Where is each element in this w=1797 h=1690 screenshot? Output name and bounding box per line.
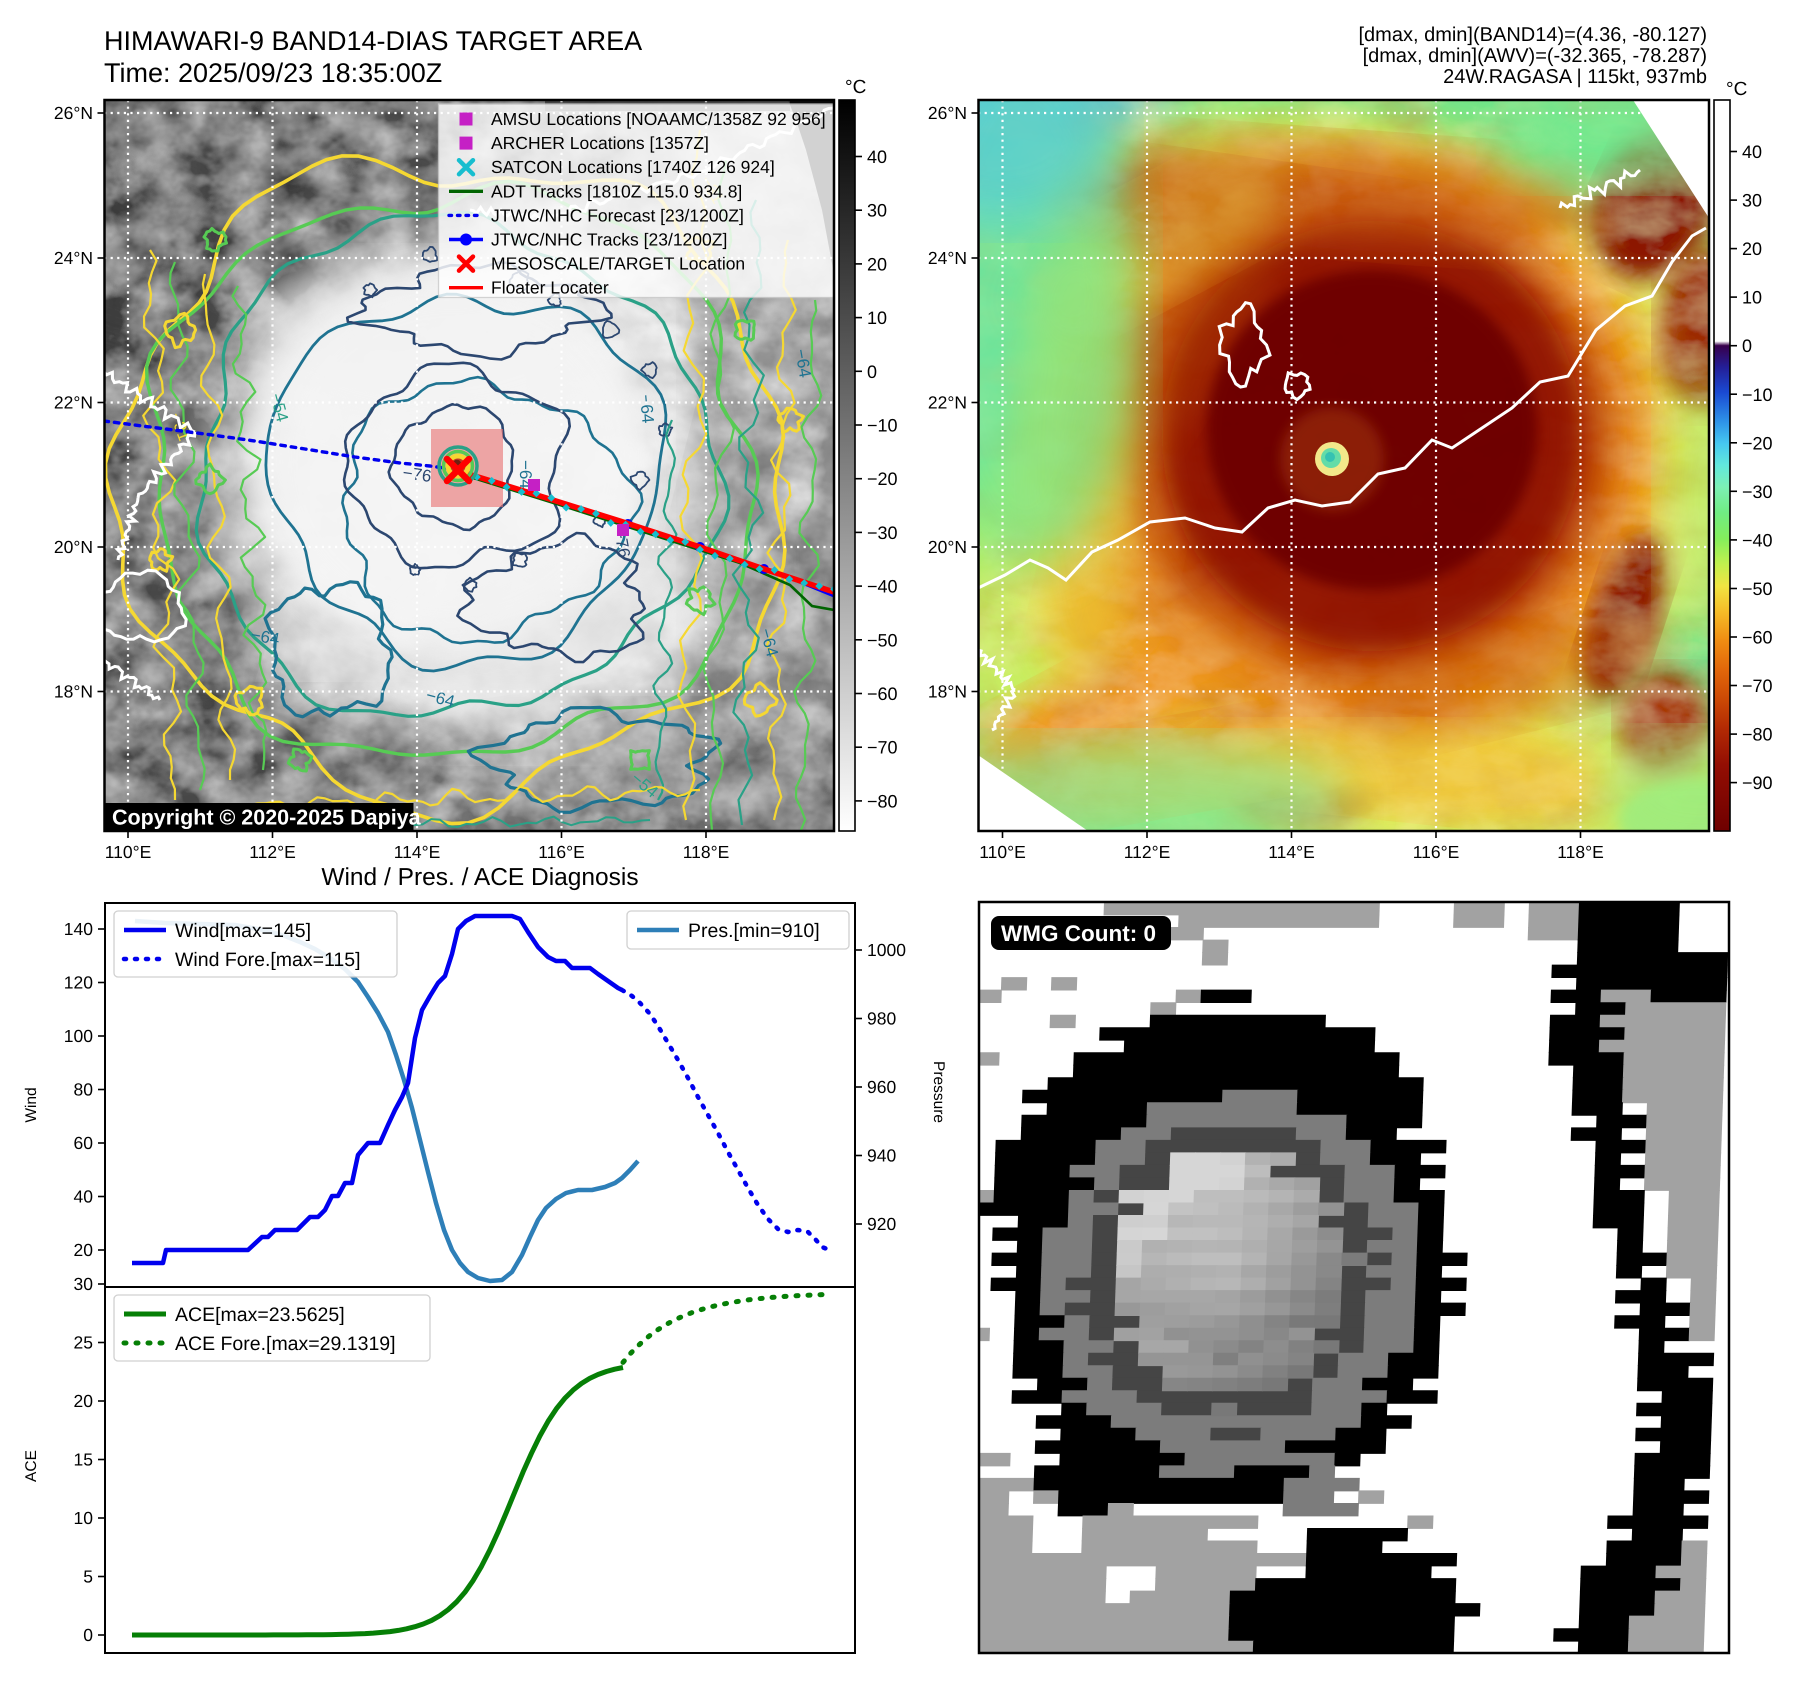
- svg-text:110°E: 110°E: [105, 842, 152, 862]
- svg-text:5: 5: [83, 1567, 93, 1587]
- svg-text:20°N: 20°N: [54, 537, 93, 557]
- svg-text:−70: −70: [867, 738, 898, 758]
- svg-text:100: 100: [64, 1026, 93, 1046]
- svg-text:40: 40: [867, 147, 887, 167]
- svg-text:ACE[max=23.5625]: ACE[max=23.5625]: [175, 1304, 345, 1326]
- svg-text:−80: −80: [867, 791, 898, 811]
- svg-text:Time: 2025/09/23 18:35:00Z: Time: 2025/09/23 18:35:00Z: [104, 58, 442, 88]
- svg-text:118°E: 118°E: [683, 842, 730, 862]
- svg-text:22°N: 22°N: [928, 393, 967, 413]
- svg-text:ARCHER Locations [1357Z]: ARCHER Locations [1357Z]: [491, 133, 709, 153]
- svg-text:[dmax, dmin](AWV)=(-32.365, -7: [dmax, dmin](AWV)=(-32.365, -78.287): [1363, 45, 1707, 67]
- svg-text:30: 30: [74, 1274, 94, 1294]
- svg-text:980: 980: [867, 1009, 896, 1029]
- svg-text:AMSU Locations [NOAAMC/1358Z 9: AMSU Locations [NOAAMC/1358Z 92 956]: [491, 109, 826, 129]
- svg-text:110°E: 110°E: [979, 842, 1026, 862]
- svg-text:10: 10: [867, 308, 887, 328]
- svg-text:20°N: 20°N: [928, 537, 967, 557]
- svg-text:114°E: 114°E: [394, 842, 441, 862]
- svg-text:WMG Count: 0: WMG Count: 0: [1001, 921, 1156, 946]
- svg-text:1000: 1000: [867, 940, 906, 960]
- svg-text:−10: −10: [1742, 385, 1773, 405]
- svg-text:−50: −50: [1742, 579, 1773, 599]
- svg-text:22°N: 22°N: [54, 393, 93, 413]
- svg-text:−80: −80: [1742, 725, 1773, 745]
- svg-text:Wind: Wind: [23, 1087, 40, 1122]
- svg-text:−50: −50: [867, 630, 898, 650]
- svg-text:80: 80: [74, 1080, 94, 1100]
- svg-text:0: 0: [1742, 336, 1752, 356]
- svg-text:−30: −30: [867, 523, 898, 543]
- svg-text:−20: −20: [1742, 433, 1773, 453]
- svg-text:Pressure: Pressure: [930, 1061, 947, 1123]
- svg-text:−60: −60: [867, 684, 898, 704]
- svg-text:HIMAWARI-9 BAND14-DIAS TARGET: HIMAWARI-9 BAND14-DIAS TARGET AREA: [104, 26, 642, 56]
- svg-text:26°N: 26°N: [54, 103, 93, 123]
- svg-text:Wind / Pres. / ACE Diagnosis: Wind / Pres. / ACE Diagnosis: [321, 864, 638, 891]
- svg-text:[dmax, dmin](BAND14)=(4.36, -8: [dmax, dmin](BAND14)=(4.36, -80.127): [1359, 24, 1708, 46]
- svg-text:120: 120: [64, 973, 93, 993]
- svg-text:Wind Fore.[max=115]: Wind Fore.[max=115]: [175, 949, 361, 971]
- svg-text:−30: −30: [1742, 482, 1773, 502]
- svg-text:25: 25: [74, 1333, 93, 1353]
- svg-text:JTWC/NHC Forecast [23/1200Z]: JTWC/NHC Forecast [23/1200Z]: [491, 205, 744, 225]
- svg-text:°C: °C: [845, 77, 866, 98]
- svg-text:940: 940: [867, 1146, 896, 1166]
- svg-text:140: 140: [64, 919, 93, 939]
- svg-text:30: 30: [867, 201, 887, 221]
- svg-text:20: 20: [74, 1240, 94, 1260]
- svg-text:JTWC/NHC Tracks [23/1200Z]: JTWC/NHC Tracks [23/1200Z]: [491, 230, 727, 250]
- svg-text:112°E: 112°E: [1124, 842, 1171, 862]
- svg-text:40: 40: [1742, 142, 1762, 162]
- svg-text:24°N: 24°N: [928, 248, 967, 268]
- svg-text:20: 20: [74, 1391, 94, 1411]
- svg-text:20: 20: [867, 254, 887, 274]
- svg-text:−70: −70: [1742, 676, 1773, 696]
- svg-text:116°E: 116°E: [1413, 842, 1460, 862]
- svg-text:112°E: 112°E: [249, 842, 296, 862]
- svg-text:0: 0: [83, 1625, 93, 1645]
- svg-text:−60: −60: [1742, 628, 1773, 648]
- svg-text:10: 10: [1742, 288, 1762, 308]
- svg-text:20: 20: [1742, 239, 1762, 259]
- svg-text:18°N: 18°N: [928, 682, 967, 702]
- svg-text:Floater Locater: Floater Locater: [491, 278, 609, 298]
- svg-text:ACE Fore.[max=29.1319]: ACE Fore.[max=29.1319]: [175, 1333, 396, 1355]
- svg-text:ADT Tracks [1810Z 115.0 934.8]: ADT Tracks [1810Z 115.0 934.8]: [491, 181, 742, 201]
- svg-text:15: 15: [74, 1450, 93, 1470]
- svg-text:920: 920: [867, 1214, 896, 1234]
- svg-text:MESOSCALE/TARGET Location: MESOSCALE/TARGET Location: [491, 254, 745, 274]
- svg-text:ACE: ACE: [23, 1450, 40, 1482]
- svg-text:24W.RAGASA | 115kt, 937mb: 24W.RAGASA | 115kt, 937mb: [1443, 66, 1707, 88]
- svg-text:60: 60: [74, 1133, 94, 1153]
- svg-text:40: 40: [74, 1187, 94, 1207]
- svg-text:0: 0: [867, 362, 877, 382]
- svg-text:18°N: 18°N: [54, 682, 93, 702]
- svg-text:Copyright © 2020-2025 Dapiya: Copyright © 2020-2025 Dapiya: [112, 806, 422, 830]
- svg-text:10: 10: [74, 1508, 94, 1528]
- svg-text:−64: −64: [791, 347, 815, 379]
- svg-text:−40: −40: [1742, 530, 1773, 550]
- svg-text:−20: −20: [867, 469, 898, 489]
- svg-text:−40: −40: [867, 577, 898, 597]
- svg-text:30: 30: [1742, 191, 1762, 211]
- svg-text:°C: °C: [1726, 79, 1747, 100]
- svg-text:Wind[max=145]: Wind[max=145]: [175, 920, 311, 942]
- svg-text:Pres.[min=910]: Pres.[min=910]: [688, 920, 820, 942]
- svg-text:24°N: 24°N: [54, 248, 93, 268]
- svg-text:116°E: 116°E: [538, 842, 585, 862]
- svg-text:−90: −90: [1742, 773, 1773, 793]
- svg-text:118°E: 118°E: [1557, 842, 1604, 862]
- svg-text:−10: −10: [867, 416, 898, 436]
- svg-text:960: 960: [867, 1077, 896, 1097]
- svg-text:−64: −64: [636, 394, 657, 424]
- svg-text:26°N: 26°N: [928, 103, 967, 123]
- svg-text:114°E: 114°E: [1268, 842, 1315, 862]
- svg-text:SATCON Locations [1740Z 126 92: SATCON Locations [1740Z 126 924]: [491, 157, 775, 177]
- svg-text:−76: −76: [401, 463, 432, 486]
